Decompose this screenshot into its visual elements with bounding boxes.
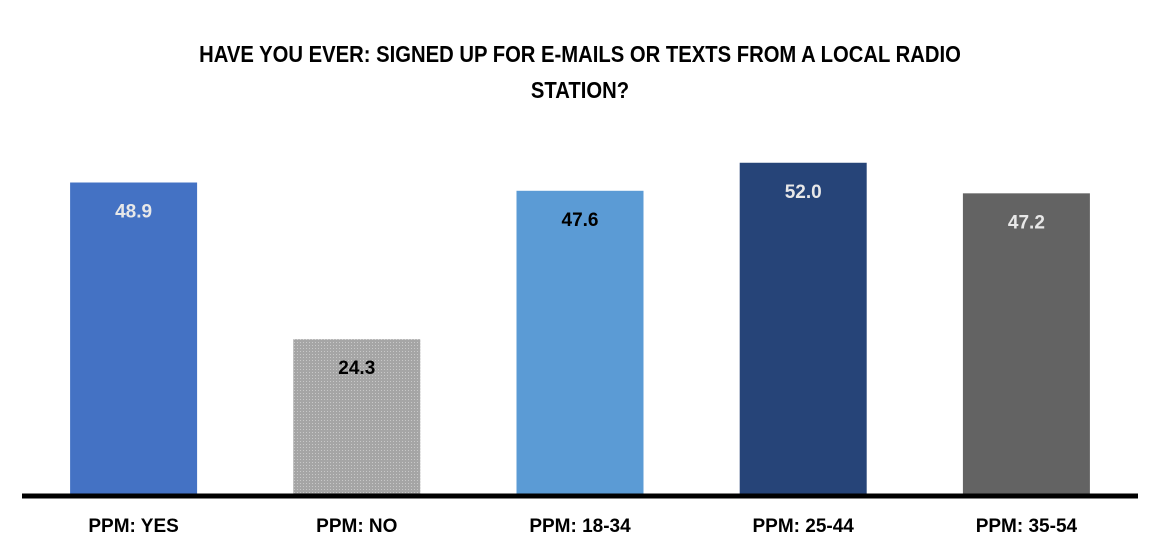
value-label: 47.2	[1008, 212, 1045, 233]
bar	[516, 190, 644, 494]
value-label: 24.3	[338, 358, 375, 379]
x-tick-label: PPM: 35-54	[976, 516, 1078, 537]
x-tick-label: PPM: YES	[88, 516, 178, 537]
chart-title: HAVE YOU EVER: SIGNED UP FOR E-MAILS OR …	[199, 41, 961, 103]
x-tick-label: PPM: NO	[316, 516, 397, 537]
bar	[962, 193, 1090, 494]
x-tick-label: PPM: 18-34	[529, 516, 631, 537]
value-label: 52.0	[785, 182, 822, 203]
value-label: 47.6	[562, 210, 599, 231]
x-tick-label: PPM: 25-44	[753, 516, 855, 537]
bar	[70, 182, 198, 494]
bar	[293, 339, 421, 494]
bar	[739, 162, 867, 494]
value-label: 48.9	[115, 202, 152, 223]
